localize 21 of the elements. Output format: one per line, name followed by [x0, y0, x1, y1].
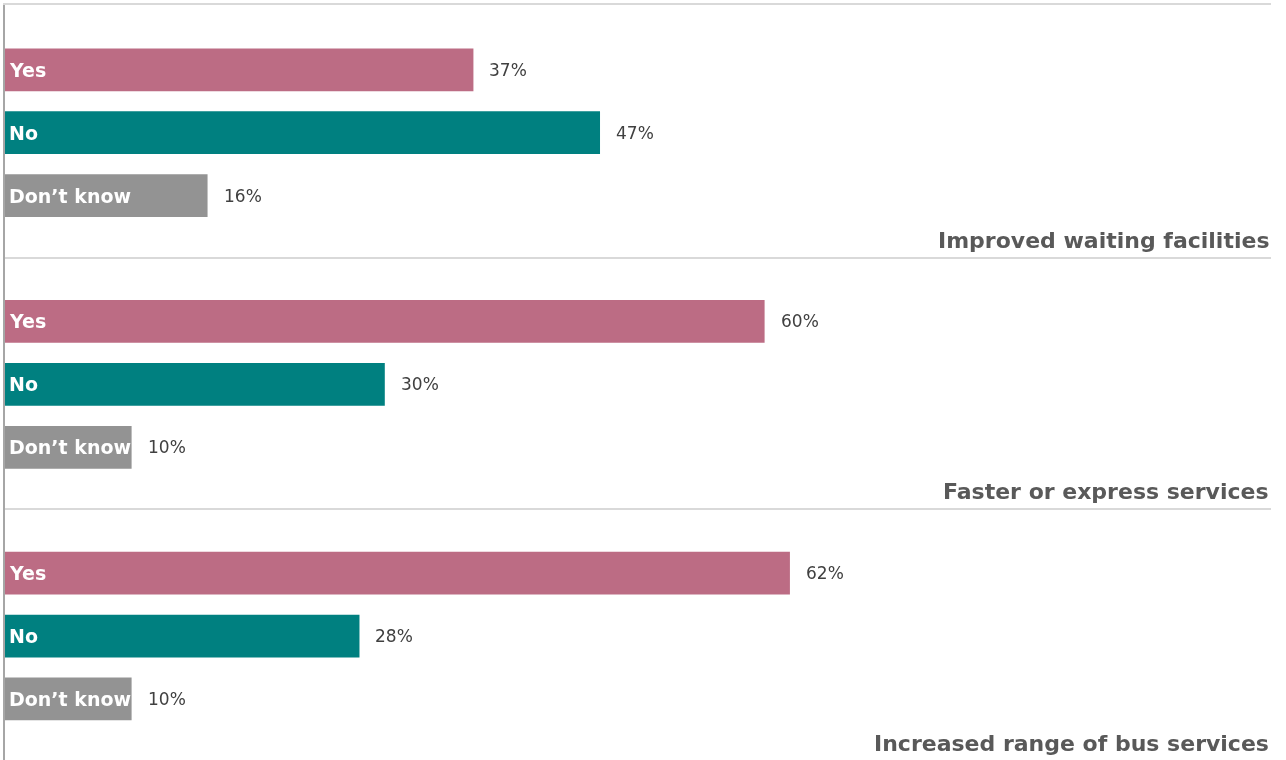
- category-label: No: [9, 122, 38, 144]
- category-label: Don’t know: [9, 688, 132, 710]
- data-label: 60%: [781, 311, 819, 331]
- data-label: 16%: [224, 186, 262, 206]
- data-label: 10%: [148, 437, 186, 457]
- data-label: 28%: [375, 626, 413, 646]
- category-label: Don’t know: [9, 436, 132, 458]
- category-label: No: [9, 625, 38, 647]
- text: Faster or express services: [943, 479, 1269, 504]
- text: Improved waiting facilities: [938, 228, 1270, 253]
- text: Increased range of bus services: [874, 731, 1269, 756]
- category-label: Yes: [10, 562, 47, 584]
- data-label: 62%: [806, 563, 844, 583]
- data-label: 47%: [616, 123, 654, 143]
- category-label: No: [9, 373, 38, 395]
- category-label: Don’t know: [9, 185, 132, 207]
- data-label: 37%: [489, 60, 527, 80]
- data-label: 30%: [401, 374, 439, 394]
- category-label: Yes: [10, 59, 47, 81]
- data-label: 10%: [148, 689, 186, 709]
- category-label: Yes: [10, 310, 47, 332]
